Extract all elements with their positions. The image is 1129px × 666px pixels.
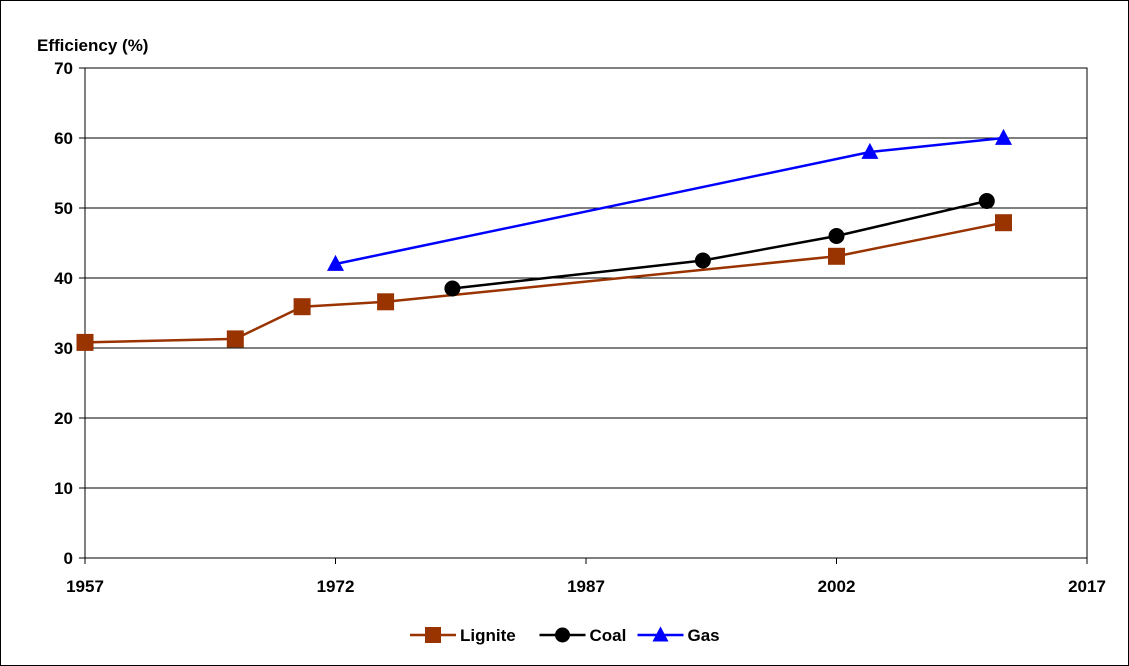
data-series [76,128,1012,351]
legend-marker-coal [555,627,570,643]
data-point-gas [861,142,879,159]
x-axis-tick-labels: 1957 1972 1987 2002 2017 [66,577,1106,596]
legend-marker-gas [652,626,669,642]
x-tick-label: 1987 [567,577,605,596]
grid-lines [85,137,1087,489]
data-point-coal [444,280,461,297]
data-point-lignite [828,247,845,265]
series-coal [444,193,995,297]
axes [79,67,1088,564]
legend-item-gas: Gas [637,626,720,645]
x-tick-label: 2017 [1068,577,1106,596]
data-point-gas [995,128,1012,145]
y-tick-label: 40 [54,269,73,288]
y-tick-label: 20 [54,409,73,428]
data-point-lignite [226,330,244,348]
legend-label-gas: Gas [688,626,720,645]
legend-marker-lignite [425,627,441,643]
plot-area [84,67,1088,559]
data-point-lignite [76,333,94,351]
x-tick-label: 1957 [66,577,104,596]
y-tick-label: 50 [54,199,73,218]
legend-item-coal: Coal [539,626,627,645]
y-tick-label: 60 [54,129,73,148]
data-point-coal [694,252,711,269]
y-tick-label: 0 [64,549,73,568]
series-lignite [76,214,1012,351]
legend-label-coal: Coal [590,626,627,645]
y-axis-tick-labels: 0 10 20 30 40 50 60 70 [54,59,73,568]
y-axis-title: Efficiency (%) [37,36,148,55]
data-point-lignite [293,298,311,316]
legend-item-lignite: Lignite [410,626,516,645]
data-point-coal [828,228,845,244]
series-line-lignite [84,221,1004,344]
data-point-lignite [995,214,1012,232]
x-tick-label: 1972 [317,577,355,596]
series-gas [327,128,1012,271]
series-line-gas [335,136,1004,266]
data-point-coal [978,193,995,209]
series-line-coal [452,199,988,290]
legend-label-lignite: Lignite [460,626,516,645]
data-point-lignite [377,293,395,311]
y-tick-label: 30 [54,339,73,358]
x-tick-label: 2002 [818,577,856,596]
legend: Lignite Coal Gas [410,626,720,645]
y-tick-label: 70 [54,59,73,78]
y-tick-label: 10 [54,479,73,498]
data-point-gas [327,254,344,271]
